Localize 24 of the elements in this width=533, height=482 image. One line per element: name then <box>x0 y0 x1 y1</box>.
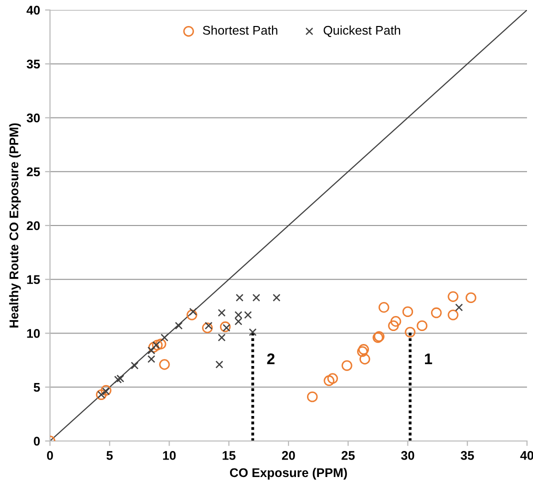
x-tick-label: 20 <box>282 451 295 460</box>
y-tick-label: 15 <box>27 275 40 284</box>
y-tick-label: 40 <box>26 6 40 15</box>
x-tick-label: 25 <box>342 451 355 460</box>
x-tick-label: 35 <box>460 451 474 460</box>
legend-label: Shortest Path <box>202 26 278 35</box>
y-tick-label: 0 <box>34 436 40 446</box>
y-tick-label: 35 <box>26 60 40 69</box>
x-tick-label: 10 <box>163 451 176 460</box>
x-tick-label: 15 <box>222 451 236 460</box>
annotation: 1 <box>424 354 432 364</box>
x-tick-label: 0 <box>47 451 53 460</box>
y-tick-label: 5 <box>34 383 40 392</box>
legend-label: Quickest Path <box>324 26 400 37</box>
x-tick-label: 5 <box>106 451 113 460</box>
x-axis-title: CO Exposure (PPM) <box>230 468 347 480</box>
y-tick-label: 30 <box>26 114 40 122</box>
x-tick-label: 40 <box>520 451 533 460</box>
y-tick-label: 25 <box>26 167 40 176</box>
x-tick-label: 30 <box>401 451 414 460</box>
y-tick-label: 20 <box>26 221 40 230</box>
y-axis-title: Healthy Route CO Exposure (PPM) <box>9 123 21 328</box>
y-tick-label: 10 <box>27 329 40 338</box>
annotation: 2 <box>267 353 274 364</box>
